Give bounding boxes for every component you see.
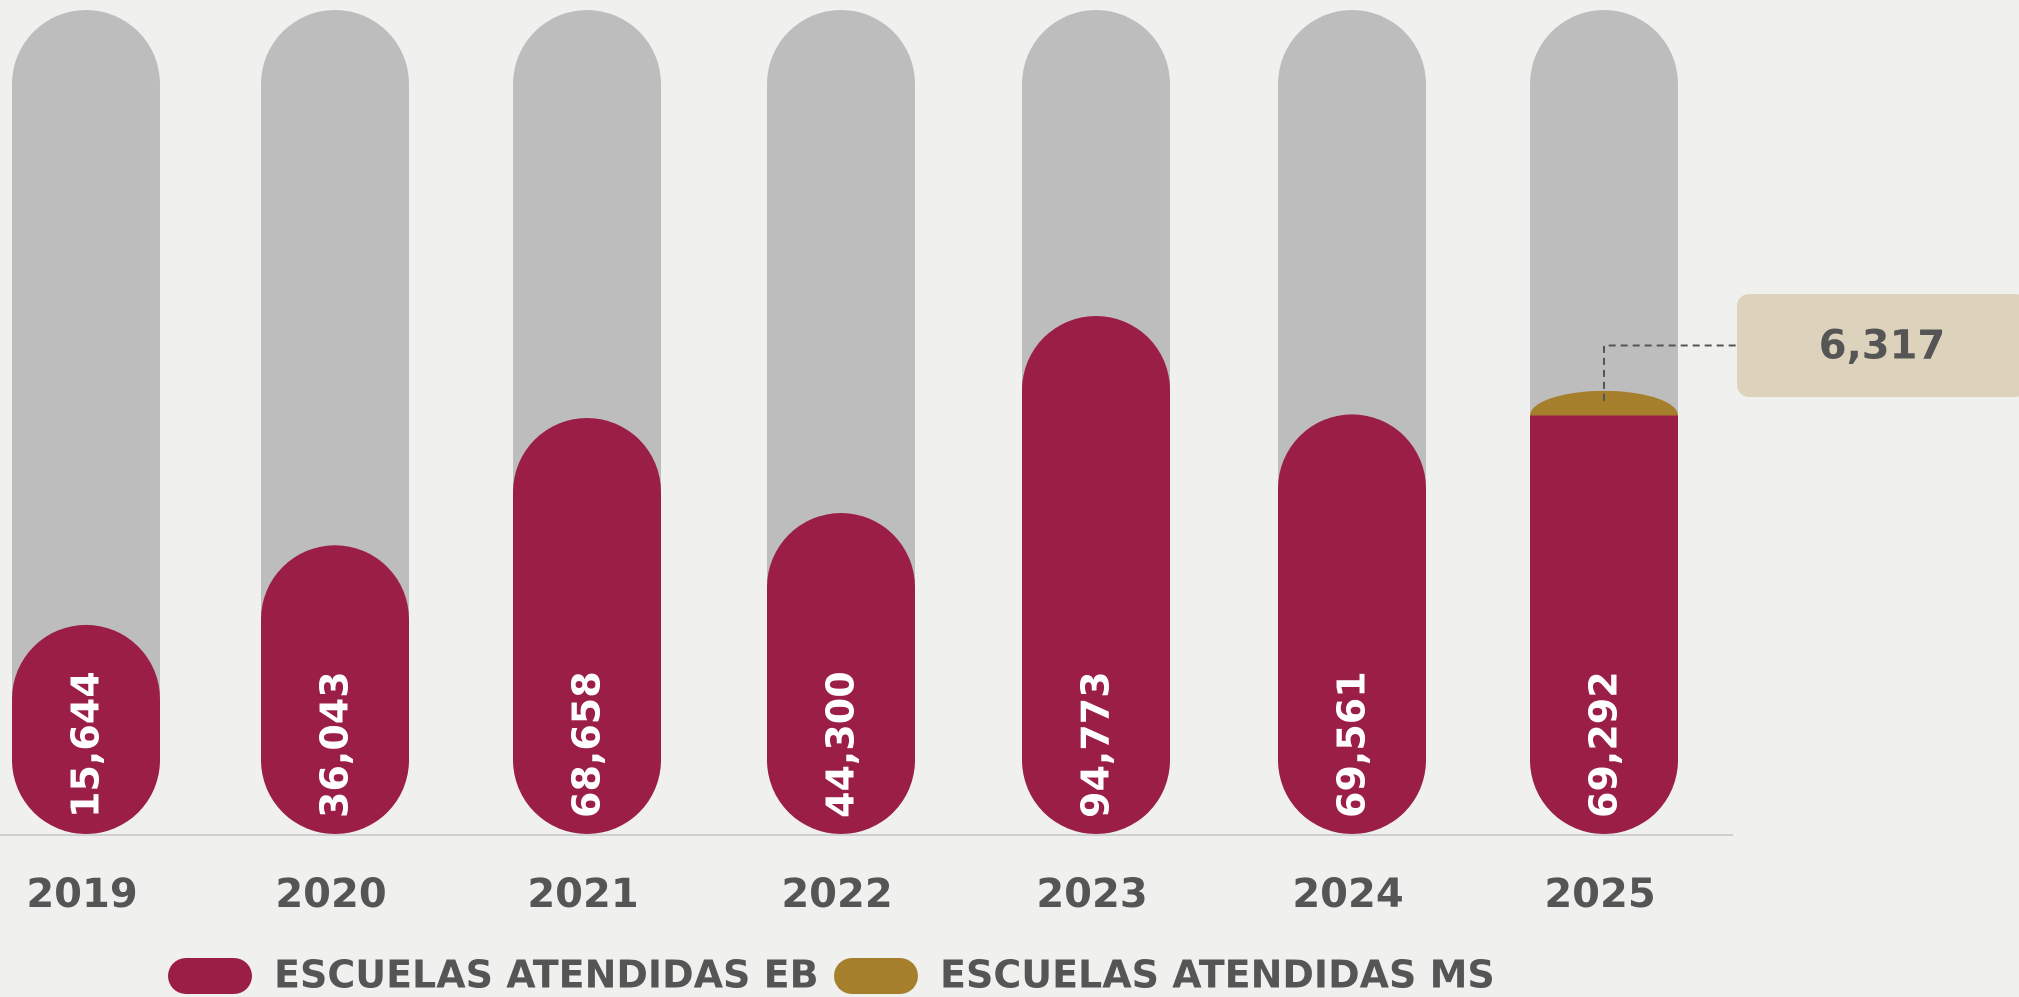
callout-box — [1737, 294, 2019, 397]
data-label: 44,300 — [819, 671, 863, 818]
legend-swatch — [168, 958, 252, 994]
bar-segment — [1530, 415, 1678, 834]
bar-segment — [261, 545, 409, 834]
data-label: 15,644 — [64, 671, 108, 818]
data-label: 69,561 — [1330, 671, 1374, 818]
bar-segment — [1278, 414, 1426, 834]
data-label: 94,773 — [1074, 671, 1118, 818]
x-tick-label: 2020 — [275, 871, 386, 917]
data-label: 36,043 — [313, 671, 357, 818]
x-tick-label: 2025 — [1544, 871, 1655, 917]
legend-swatch — [834, 958, 918, 994]
legend-label: ESCUELAS ATENDIDAS MS — [940, 953, 1495, 997]
bar-track — [12, 10, 160, 834]
x-tick-label: 2024 — [1292, 871, 1403, 917]
data-label: 68,658 — [565, 671, 609, 818]
legend-label: ESCUELAS ATENDIDAS EB — [274, 953, 819, 997]
bar-segment — [1530, 390, 1678, 416]
data-label: 69,292 — [1582, 671, 1626, 818]
bar-segment — [1022, 316, 1170, 834]
x-tick-label: 2023 — [1036, 871, 1147, 917]
x-tick-label: 2021 — [527, 871, 638, 917]
data-label: 6,317 — [1819, 323, 1946, 369]
bar-segment — [767, 513, 915, 834]
bar-segment — [12, 624, 161, 834]
x-tick-label: 2022 — [781, 871, 892, 917]
callout-line — [1603, 344, 1737, 401]
bar-segment — [513, 418, 661, 834]
x-tick-label: 2019 — [26, 871, 137, 917]
